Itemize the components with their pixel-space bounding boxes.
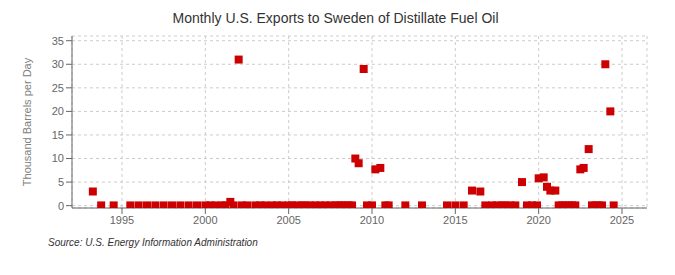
svg-text:15: 15 [52, 129, 64, 141]
svg-text:2010: 2010 [360, 214, 384, 226]
svg-text:2015: 2015 [443, 214, 467, 226]
svg-text:30: 30 [52, 58, 64, 70]
svg-text:2005: 2005 [276, 214, 300, 226]
svg-text:Thousand Barrels per Day: Thousand Barrels per Day [21, 57, 33, 186]
svg-text:2000: 2000 [193, 214, 217, 226]
html-text:Source: U.S. Energy Informatio: Source: U.S. Energy Information Administ… [48, 237, 258, 248]
svg-text:2020: 2020 [526, 214, 550, 226]
svg-text:1995: 1995 [110, 214, 134, 226]
svg-text:20: 20 [52, 105, 64, 117]
svg-text:2025: 2025 [610, 214, 634, 226]
html-text:Monthly U.S. Exports to Sweden: Monthly U.S. Exports to Sweden of Distil… [172, 10, 499, 26]
svg-text:10: 10 [52, 152, 64, 164]
svg-text:35: 35 [52, 35, 64, 47]
svg-text:0: 0 [58, 200, 64, 212]
svg-text:5: 5 [58, 176, 64, 188]
svg-text:25: 25 [52, 82, 64, 94]
